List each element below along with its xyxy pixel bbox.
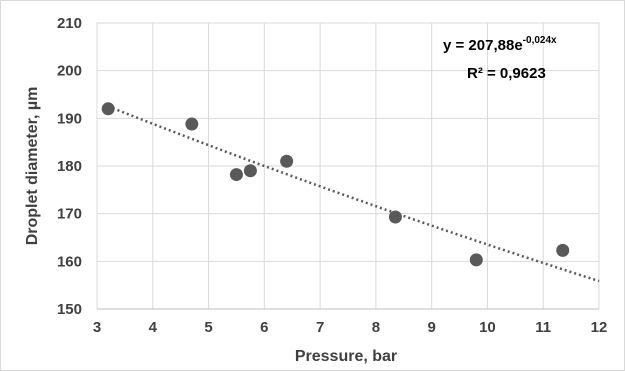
r-squared-label: R² = 0,9623	[467, 65, 546, 82]
x-tick-label: 11	[535, 319, 551, 336]
data-point	[388, 210, 402, 224]
x-axis-title: Pressure, bar	[295, 348, 397, 365]
exponential-trendline	[107, 105, 600, 283]
data-point	[280, 154, 294, 168]
data-point	[101, 102, 115, 116]
x-tick-label: 9	[427, 319, 435, 336]
y-tick-labels: 150 160 170 180 190 200 210	[57, 15, 82, 318]
x-tick-label: 5	[204, 319, 212, 336]
data-point	[243, 164, 257, 178]
x-tick-label: 12	[591, 319, 608, 336]
x-tick-label: 8	[372, 319, 380, 336]
data-point	[185, 117, 199, 131]
data-point	[469, 253, 483, 267]
x-tick-label: 7	[316, 319, 324, 336]
y-tick-label: 180	[57, 158, 82, 175]
y-tick-label: 210	[57, 15, 82, 32]
x-tick-label: 4	[149, 319, 158, 336]
x-tick-labels: 3 4 5 6 7 8 9 10 11 12	[93, 319, 608, 336]
trendline-group	[107, 105, 600, 283]
trendline-equation: y = 207,88e-0,024x	[443, 35, 557, 54]
y-tick-label: 190	[57, 110, 82, 127]
y-axis-title: Droplet diameter, µm	[24, 87, 41, 246]
y-tick-label: 160	[57, 253, 82, 270]
data-points	[101, 102, 570, 267]
x-tick-label: 3	[93, 319, 101, 336]
data-point	[556, 243, 570, 257]
data-point	[229, 168, 243, 182]
x-tick-label: 10	[479, 319, 496, 336]
y-tick-label: 200	[57, 63, 82, 80]
y-tick-label: 170	[57, 206, 82, 223]
x-tick-label: 6	[260, 319, 268, 336]
y-tick-label: 150	[57, 301, 82, 318]
